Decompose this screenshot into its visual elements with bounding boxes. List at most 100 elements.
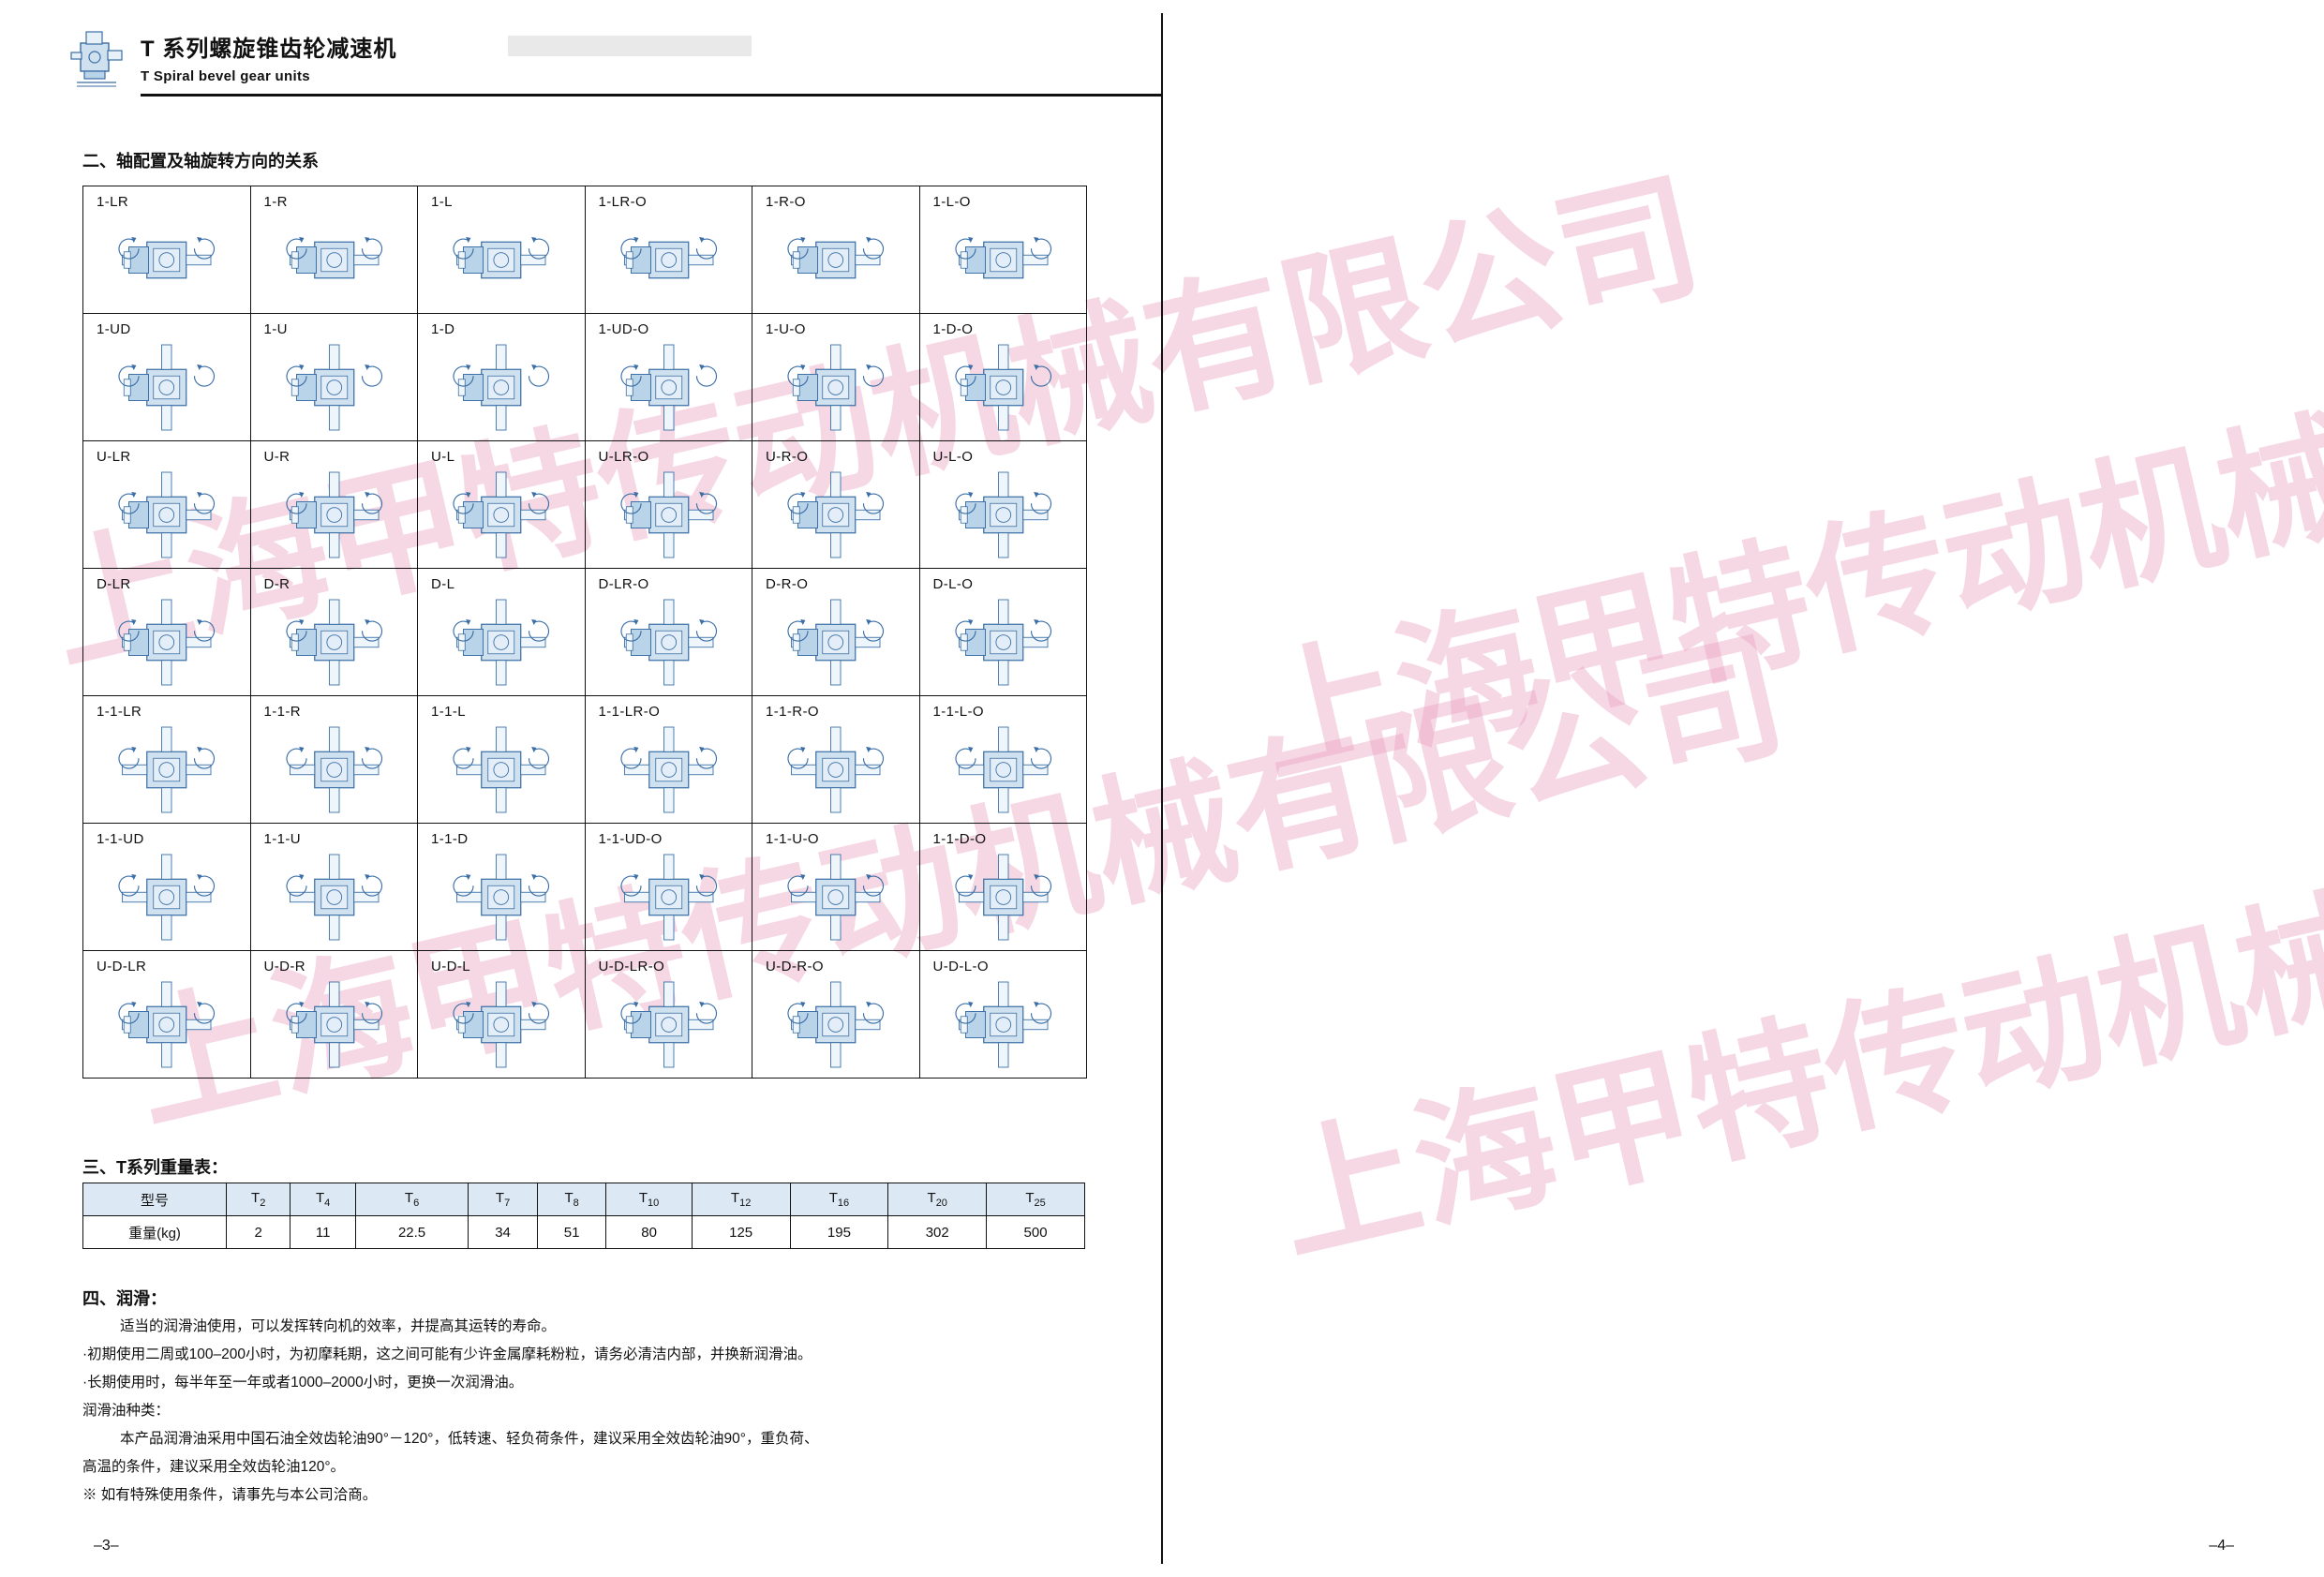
shaft-config-label: 1-UD-O [598, 321, 649, 337]
gearbox-figure-icon [586, 593, 752, 692]
shaft-config-label: U-L [431, 449, 455, 465]
shaft-config-label: 1-1-U [263, 831, 302, 847]
weight-table-header-cell: T7 [468, 1183, 538, 1216]
shaft-table-row: 1-UD 1-U 1-D [83, 314, 1086, 441]
shaft-config-label: U-D-LR [97, 959, 147, 974]
shaft-config-cell: 1-1-U [251, 824, 418, 950]
gearbox-figure-icon [251, 593, 418, 692]
header-rule [141, 94, 1162, 97]
shaft-config-label: U-L-O [932, 449, 974, 465]
weight-table-header-cell: T8 [536, 1183, 607, 1216]
weight-table-cell: 302 [887, 1215, 988, 1249]
gearbox-figure-icon [83, 211, 250, 309]
shaft-config-cell: U-L-O [920, 441, 1087, 568]
shaft-config-cell: U-D-R-O [752, 951, 920, 1078]
shaft-config-cell: D-LR [83, 569, 251, 695]
shaft-config-cell: U-R-O [752, 441, 920, 568]
gearbox-figure-icon [920, 975, 1087, 1074]
header-highlight-bar [508, 36, 752, 56]
weight-table-cell: 500 [986, 1215, 1085, 1249]
shaft-config-label: 1-L-O [932, 194, 971, 210]
lubrication-line: ·长期使用时，每半年至一年或者1000–2000小时，更换一次润滑油。 [82, 1375, 524, 1391]
gearbox-figure-icon [752, 848, 919, 946]
weight-table-cell: 22.5 [354, 1215, 469, 1249]
shaft-config-label: 1-1-LR-O [598, 704, 661, 720]
gearbox-figure-icon [752, 211, 919, 309]
shaft-config-label: 1-D-O [932, 321, 974, 337]
lubrication-line: 润滑油种类： [82, 1403, 171, 1419]
shaft-config-cell: 1-LR [83, 186, 251, 313]
shaft-config-cell: U-LR-O [586, 441, 752, 568]
header-title-cn: T 系列螺旋锥齿轮减速机 [141, 37, 397, 62]
weight-table-header-cell: T10 [605, 1183, 693, 1216]
shaft-config-cell: D-L [418, 569, 586, 695]
gearbox-figure-icon [251, 721, 418, 819]
shaft-config-cell: 1-L-O [920, 186, 1087, 313]
shaft-config-label: D-L-O [932, 576, 974, 592]
weight-table-header-cell: T6 [354, 1183, 469, 1216]
gearbox-figure-icon [418, 975, 585, 1074]
shaft-table-row: D-LR D-R D-L [83, 569, 1086, 696]
section-2-title: 二、轴配置及轴旋转方向的关系 [82, 152, 319, 171]
shaft-config-cell: 1-1-D [418, 824, 586, 950]
shaft-config-cell: 1-1-UD-O [586, 824, 752, 950]
shaft-config-label: 1-L [431, 194, 453, 210]
weight-table-header-cell: 型号 [82, 1183, 227, 1216]
shaft-config-label: U-LR-O [598, 449, 649, 465]
weight-table-header-row: 型号 T2 T4 T6 T7 T8 T10 T12 T16 T20 T25 [82, 1183, 1085, 1216]
weight-table-cell: 11 [290, 1215, 356, 1249]
shaft-config-label: 1-LR-O [598, 194, 648, 210]
shaft-table-row: 1-1-LR 1-1-R 1-1-L 1-1- [83, 696, 1086, 824]
weight-table: 型号 T2 T4 T6 T7 T8 T10 T12 T16 T20 T25 重量(kg) 2 11 22.… [82, 1183, 1085, 1249]
lubrication-line: 本产品润滑油采用中国石油全效齿轮油90°－120°，低转速、轻负荷条件，建议采用… [120, 1431, 819, 1447]
weight-table-cell: 195 [789, 1215, 889, 1249]
right-page: T 系列螺旋锥齿轮减速机 T Spiral bevel gear units 五… [1162, 0, 2324, 1577]
shaft-config-cell: 1-1-UD [83, 824, 251, 950]
shaft-config-cell: U-LR [83, 441, 251, 568]
shaft-config-label: 1-LR [97, 194, 129, 210]
shaft-config-label: U-D-R [263, 959, 305, 974]
gearbox-figure-icon [83, 466, 250, 564]
shaft-config-cell: 1-1-R [251, 696, 418, 823]
shaft-table-row: U-LR U-R U-L [83, 441, 1086, 569]
shaft-config-cell: 1-U-O [752, 314, 920, 440]
shaft-config-label: U-D-LR-O [598, 959, 665, 974]
shaft-config-label: 1-U-O [766, 321, 806, 337]
shaft-config-label: U-R [263, 449, 290, 465]
shaft-config-label: U-LR [97, 449, 131, 465]
shaft-config-cell: 1-R-O [752, 186, 920, 313]
gearbox-figure-icon [83, 593, 250, 692]
shaft-config-cell: 1-UD [83, 314, 251, 440]
left-page: T 系列螺旋锥齿轮减速机 T Spiral bevel gear units 二… [70, 31, 1162, 1554]
lubrication-line: ※ 如有特殊使用条件，请事先与本公司洽商。 [82, 1487, 378, 1503]
gearbox-figure-icon [83, 975, 250, 1074]
weight-table-cell: 34 [468, 1215, 538, 1249]
shaft-config-cell: 1-R [251, 186, 418, 313]
shaft-config-label: 1-R-O [766, 194, 806, 210]
weight-table-value-row: 重量(kg) 2 11 22.5 34 51 80 125 195 302 500 [82, 1215, 1085, 1249]
gearbox-figure-icon [920, 466, 1087, 564]
shaft-config-label: 1-1-R [263, 704, 302, 720]
weight-table-header-cell: T16 [789, 1183, 889, 1216]
shaft-config-cell: U-D-L-O [920, 951, 1087, 1078]
gearbox-figure-icon [586, 211, 752, 309]
shaft-config-cell: U-D-L [418, 951, 586, 1078]
shaft-config-label: D-R [263, 576, 290, 592]
shaft-config-cell: 1-1-L-O [920, 696, 1087, 823]
gearbox-figure-icon [752, 338, 919, 437]
shaft-config-cell: 1-UD-O [586, 314, 752, 440]
gearbox-figure-icon [920, 593, 1087, 692]
shaft-config-label: 1-1-UD-O [598, 831, 663, 847]
weight-table-row-label: 重量(kg) [82, 1215, 227, 1249]
gearbox-figure-icon [418, 593, 585, 692]
shaft-config-cell: U-D-LR-O [586, 951, 752, 1078]
gearbox-figure-icon [920, 338, 1087, 437]
shaft-config-cell: 1-U [251, 314, 418, 440]
shaft-config-cell: 1-1-LR [83, 696, 251, 823]
gearbox-figure-icon [920, 721, 1087, 819]
shaft-config-label: D-L [431, 576, 455, 592]
page-divider [1161, 13, 1163, 1564]
weight-table-cell: 80 [605, 1215, 693, 1249]
gearbox-figure-icon [586, 466, 752, 564]
gearbox-figure-icon [418, 466, 585, 564]
